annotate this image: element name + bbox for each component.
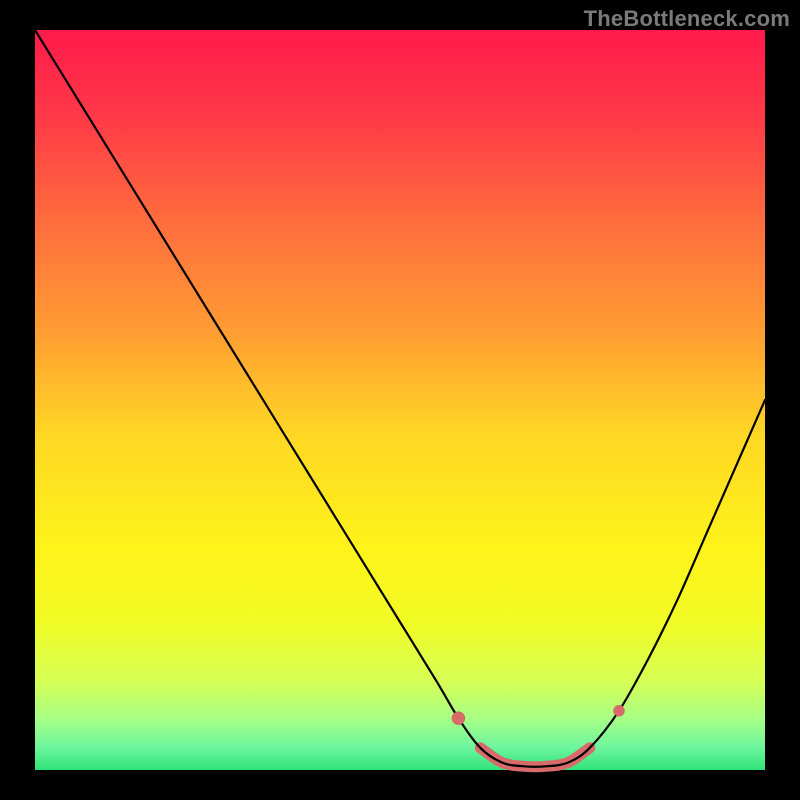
curve-marker-dot	[614, 705, 625, 716]
chart-plot-bg	[35, 30, 765, 770]
curve-marker-dot	[452, 712, 465, 725]
watermark-text: TheBottleneck.com	[584, 6, 790, 32]
bottleneck-chart	[0, 0, 800, 800]
chart-container: TheBottleneck.com	[0, 0, 800, 800]
